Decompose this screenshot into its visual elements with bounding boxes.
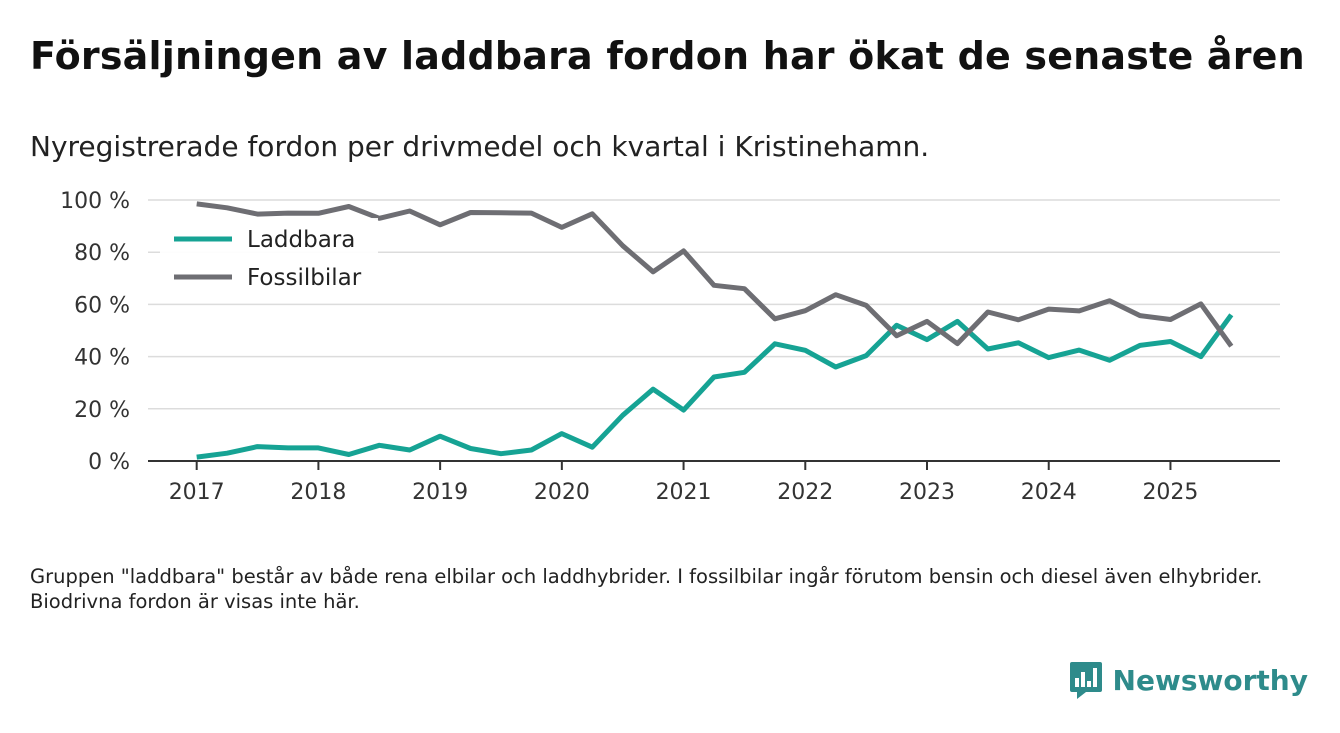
y-tick-label: 0 % (88, 450, 130, 475)
bar-chart-icon (1069, 662, 1102, 699)
footnote: Gruppen "laddbara" består av både rena e… (30, 565, 1263, 613)
x-tick-label: 2023 (899, 480, 955, 505)
y-tick-label: 40 % (74, 346, 130, 371)
y-tick-label: 60 % (74, 293, 130, 318)
legend-label: Fossilbilar (247, 265, 362, 291)
y-tick-label: 20 % (74, 398, 130, 423)
brand-name: Newsworthy (1112, 663, 1308, 697)
series-line-fossilbilar (196, 201, 1234, 348)
legend-label: Laddbara (247, 227, 355, 253)
y-tick-label: 80 % (74, 241, 130, 266)
chart-subtitle: Nyregistrerade fordon per drivmedel och … (30, 130, 930, 163)
x-tick-label: 2024 (1021, 480, 1077, 505)
x-tick-label: 2017 (169, 480, 225, 505)
series-line-laddbara (196, 313, 1234, 460)
legend-background (160, 218, 378, 296)
x-tick-label: 2022 (777, 480, 833, 505)
x-tick-label: 2020 (534, 480, 590, 505)
legend: Laddbara Fossilbilar (160, 218, 378, 296)
page-title: Försäljningen av laddbara fordon har öka… (30, 34, 1305, 78)
x-tick-label: 2021 (656, 480, 712, 505)
brand-logo: Newsworthy (1069, 660, 1308, 700)
x-tick-label: 2019 (412, 480, 468, 505)
x-tick-label: 2025 (1142, 480, 1198, 505)
x-tick-label: 2018 (290, 480, 346, 505)
y-tick-label: 100 % (60, 189, 130, 214)
